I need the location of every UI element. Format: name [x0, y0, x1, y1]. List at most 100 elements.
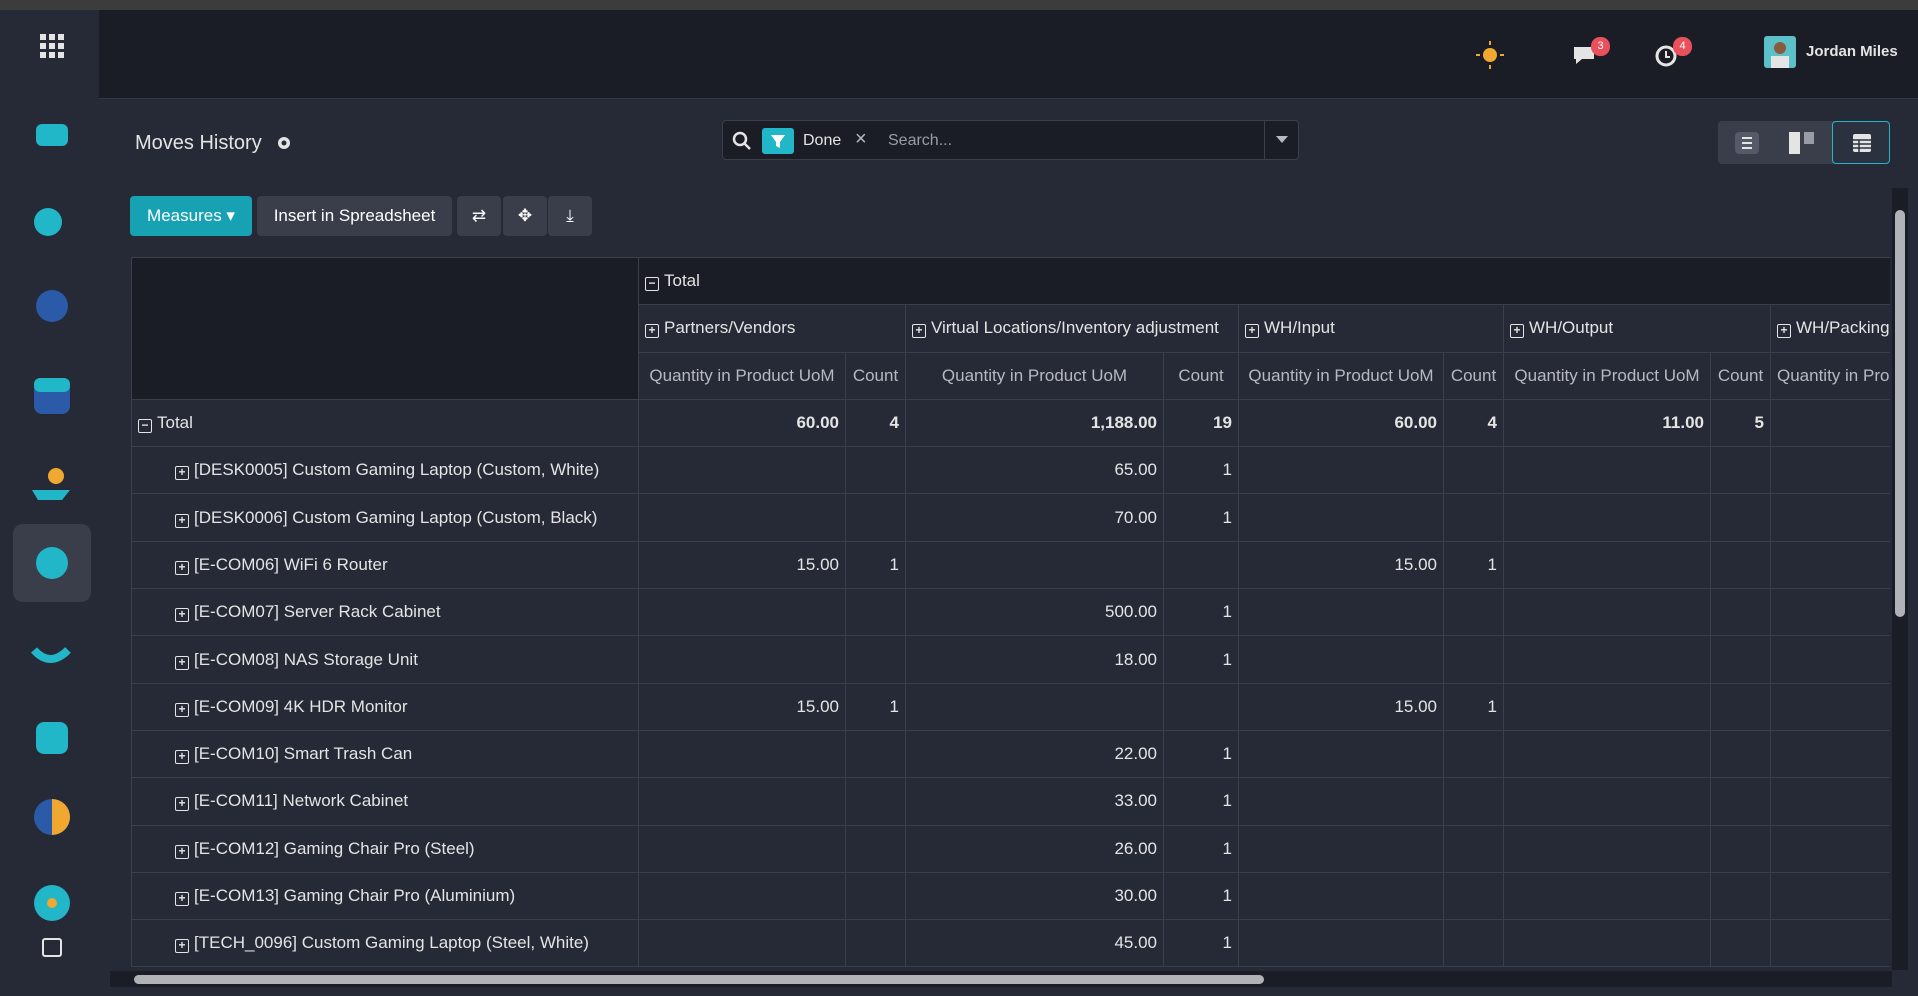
row-header[interactable]: + [DESK0006] Custom Gaming Laptop (Custom… [131, 493, 639, 542]
row-header-text: [E-COM10] Smart Trash Can [194, 744, 413, 764]
total-cell: 1,188.00 [905, 398, 1164, 448]
row-header[interactable]: + [E-COM11] Network Cabinet [131, 777, 639, 826]
avatar[interactable] [1764, 36, 1796, 68]
data-cell: 500.00 [905, 588, 1164, 637]
flip-axis-button[interactable]: ⇄ [457, 196, 501, 236]
data-cell: 1 [1443, 540, 1504, 590]
messages-icon[interactable] [1572, 43, 1600, 67]
data-cell [1770, 493, 1890, 542]
column-group-text: WH/Packing [1796, 318, 1890, 338]
data-cell [1503, 588, 1711, 637]
kanban-view[interactable] [1788, 131, 1816, 155]
search-bar[interactable]: Done × Search... [722, 120, 1299, 160]
data-cell [1443, 824, 1504, 873]
row-header[interactable]: + [E-COM07] Server Rack Cabinet [131, 588, 639, 637]
row-header[interactable]: + [E-COM12] Gaming Chair Pro (Steel) [131, 824, 639, 873]
data-row: + [E-COM08] NAS Storage Unit 18.00 1 [131, 635, 1890, 684]
measure-header: Quantity in Product UoM [1770, 351, 1890, 400]
user-name[interactable]: Jordan Miles [1806, 43, 1898, 60]
data-cell [1238, 729, 1444, 779]
data-cell [1710, 919, 1771, 968]
row-header-text: [E-COM07] Server Rack Cabinet [194, 602, 441, 622]
data-cell: 1 [1163, 635, 1239, 684]
row-header-text: [DESK0006] Custom Gaming Laptop (Custom,… [194, 507, 598, 527]
h-scrollbar[interactable] [110, 971, 1892, 987]
search-input[interactable]: Search... [888, 132, 953, 149]
measures-label: Measures [147, 206, 222, 225]
data-cell: 22.00 [905, 729, 1164, 779]
measure-header: Count [845, 351, 906, 400]
sidebar-icons [13, 34, 91, 957]
row-header-text: [TECH_0096] Custom Gaming Laptop (Steel,… [194, 933, 589, 953]
column-group-text: WH/Input [1264, 318, 1335, 338]
search-toggle[interactable] [1275, 135, 1289, 145]
breadcrumb: Moves History [135, 132, 262, 154]
measure-header: Quantity in Product UoM [1503, 351, 1711, 400]
expand-icon: + [175, 702, 189, 717]
data-cell: 18.00 [905, 635, 1164, 684]
data-cell [638, 446, 846, 495]
data-row: + [E-COM06] WiFi 6 Router 15.00 1 15.00 1 [131, 540, 1890, 590]
data-cell [845, 824, 906, 873]
row-header-text: [E-COM11] Network Cabinet [194, 791, 409, 811]
data-row: + [E-COM10] Smart Trash Can 22.00 1 [131, 729, 1890, 779]
pivot-view[interactable] [1832, 121, 1890, 164]
facet-remove[interactable]: × [855, 128, 867, 150]
data-cell [1503, 729, 1711, 779]
collapse-icon: − [645, 277, 659, 292]
data-cell [845, 777, 906, 826]
data-cell [638, 493, 846, 542]
column-group: + Partners/Vendors [638, 304, 906, 353]
data-cell [1770, 871, 1890, 921]
data-cell: 1 [1163, 493, 1239, 542]
data-cell [1163, 540, 1239, 590]
data-cell [845, 588, 906, 637]
data-cell [1443, 493, 1504, 542]
row-header[interactable]: + [DESK0005] Custom Gaming Laptop (Custom… [131, 446, 639, 495]
column-group-text: Partners/Vendors [664, 318, 796, 338]
row-header[interactable]: + [E-COM10] Smart Trash Can [131, 729, 639, 779]
navbar: 3 4 Jordan Miles [99, 10, 1918, 99]
settings-gear[interactable] [275, 134, 293, 152]
row-header[interactable]: + [E-COM08] NAS Storage Unit [131, 635, 639, 684]
data-cell [1710, 729, 1771, 779]
row-header[interactable]: + [E-COM13] Gaming Chair Pro (Aluminium) [131, 871, 639, 921]
total-cell: 11.00 [1503, 398, 1711, 448]
data-cell: 15.00 [1238, 540, 1444, 590]
data-cell [638, 919, 846, 968]
theme-toggle[interactable] [1475, 40, 1505, 70]
data-cell [1443, 446, 1504, 495]
data-cell: 15.00 [638, 682, 846, 731]
row-header[interactable]: + [TECH_0096] Custom Gaming Laptop (Steel… [131, 919, 639, 968]
row-header[interactable]: + [E-COM06] WiFi 6 Router [131, 540, 639, 590]
data-cell [1770, 540, 1890, 590]
measure-header: Count [1443, 351, 1504, 400]
data-row: + [E-COM07] Server Rack Cabinet 500.00 1 [131, 588, 1890, 637]
measures-button[interactable]: Measures ▾ [130, 196, 252, 236]
data-cell [1503, 493, 1711, 542]
data-cell: 1 [845, 682, 906, 731]
v-scrollbar[interactable] [1892, 188, 1908, 970]
measure-header: Count [1710, 351, 1771, 400]
data-cell: 33.00 [905, 777, 1164, 826]
header-row: + Partners/Vendors + Virtual Locations/Inve… [132, 304, 1890, 353]
data-cell [845, 871, 906, 921]
data-cell: 45.00 [905, 919, 1164, 968]
data-cell [1443, 635, 1504, 684]
data-cell [1238, 493, 1444, 542]
data-cell [638, 824, 846, 873]
download-button[interactable]: ⤓ [548, 196, 592, 236]
list-view[interactable] [1735, 132, 1759, 154]
expand-icon: + [1777, 324, 1791, 339]
row-header[interactable]: + [E-COM09] 4K HDR Monitor [131, 682, 639, 731]
expand-icon: + [175, 608, 189, 623]
expand-icon: + [175, 797, 189, 812]
column-group: + Virtual Locations/Inventory adjustment [905, 304, 1239, 353]
spreadsheet-button[interactable]: Insert in Spreadsheet [257, 196, 452, 236]
column-group-text: Virtual Locations/Inventory adjustment [931, 318, 1219, 338]
data-cell: 15.00 [1238, 682, 1444, 731]
data-cell [1710, 824, 1771, 873]
activities-icon[interactable] [1654, 43, 1680, 69]
header-row: − Total [131, 257, 1890, 400]
expand-all-button[interactable]: ✥ [503, 196, 547, 236]
